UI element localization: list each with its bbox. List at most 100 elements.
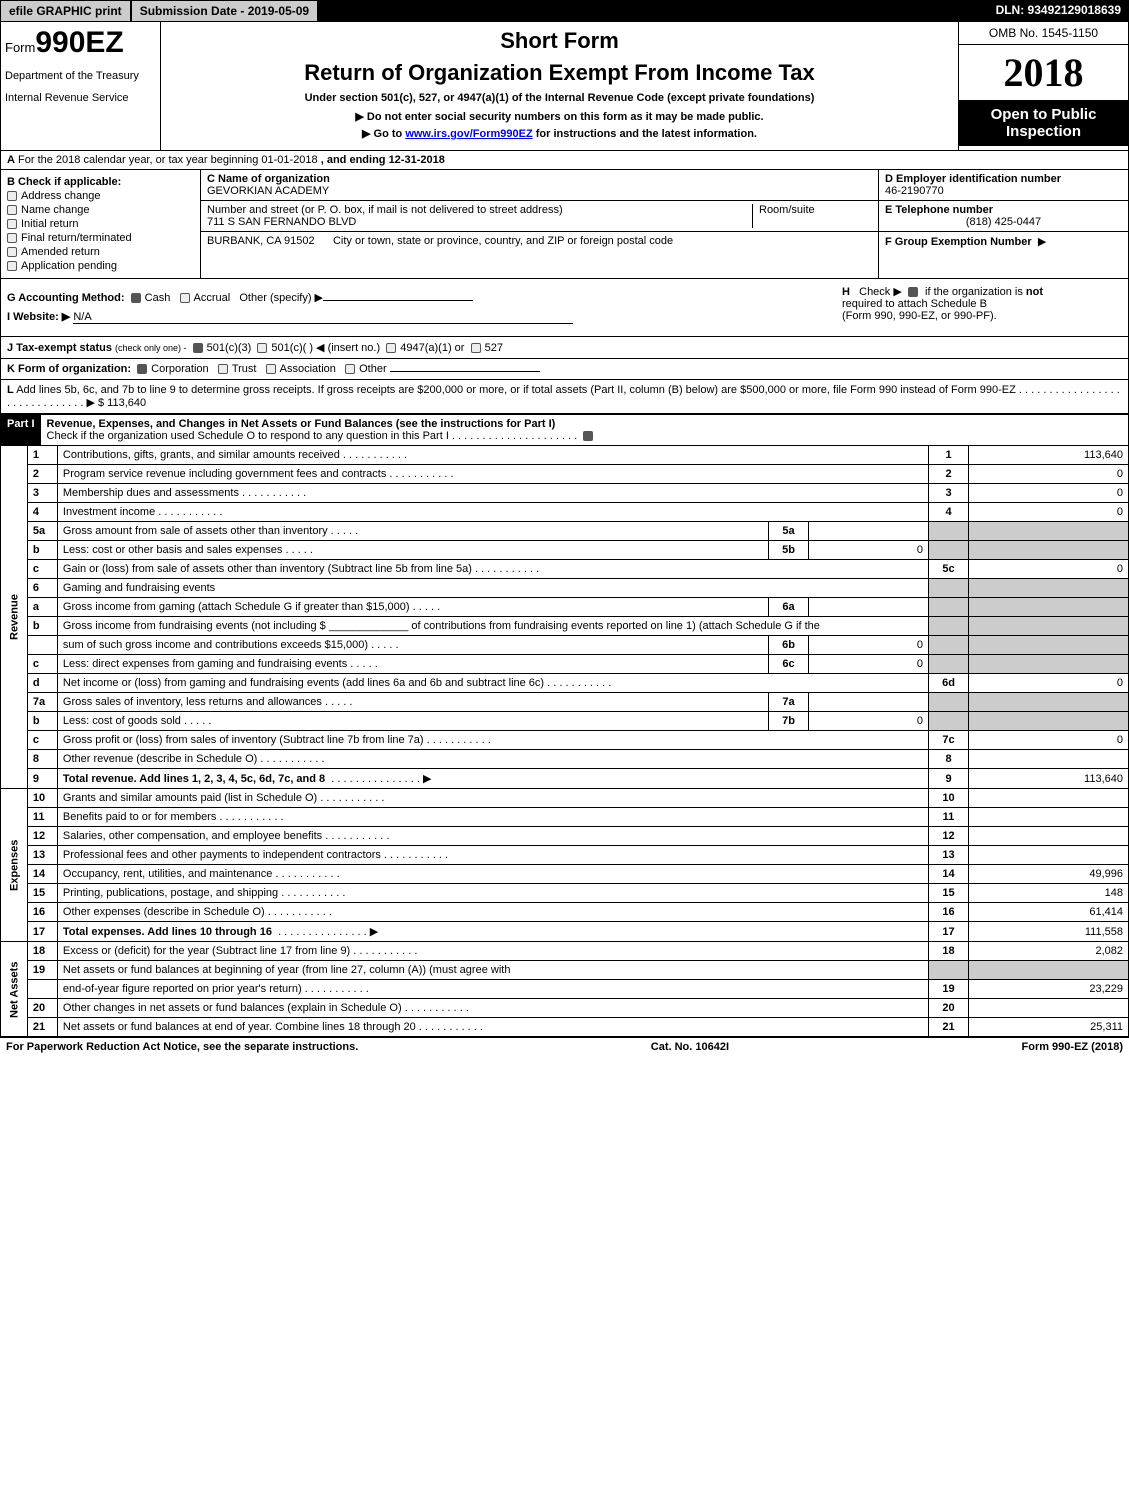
line-a-ending: , and ending 12-31-2018	[321, 154, 445, 166]
amount-col: 2,082	[969, 942, 1129, 961]
chk-name-change[interactable]: Name change	[7, 204, 194, 216]
line-number: 9	[27, 769, 57, 789]
efile-print-button[interactable]: efile GRAPHIC print	[0, 0, 131, 22]
checkbox-icon[interactable]	[257, 343, 267, 353]
line-desc: Investment income . . . . . . . . . . .	[57, 503, 928, 522]
checkbox-icon[interactable]	[345, 364, 355, 374]
table-row: 9Total revenue. Add lines 1, 2, 3, 4, 5c…	[1, 769, 1129, 789]
line-desc: Gross sales of inventory, less returns a…	[57, 693, 768, 712]
line-number: 13	[27, 846, 57, 865]
table-row: 14Occupancy, rent, utilities, and mainte…	[1, 865, 1129, 884]
part-1-title: Revenue, Expenses, and Changes in Net As…	[47, 418, 556, 430]
ref-col	[929, 636, 969, 655]
k-other-input[interactable]	[390, 371, 540, 372]
table-row: 17Total expenses. Add lines 10 through 1…	[1, 922, 1129, 942]
line-a: A For the 2018 calendar year, or tax yea…	[0, 151, 1129, 170]
amount-col: 0	[969, 674, 1129, 693]
table-row: 13Professional fees and other payments t…	[1, 846, 1129, 865]
line-number: b	[27, 617, 57, 636]
h-label: H	[842, 286, 850, 298]
table-row: bLess: cost of goods sold . . . . .7b0	[1, 712, 1129, 731]
ref-col: 20	[929, 999, 969, 1018]
part-1-label: Part I	[1, 415, 41, 445]
mid-amount	[809, 693, 929, 712]
table-row: aGross income from gaming (attach Schedu…	[1, 598, 1129, 617]
ref-col: 3	[929, 484, 969, 503]
l-amount: ▶ $ 113,640	[86, 397, 146, 409]
chk-initial-return[interactable]: Initial return	[7, 218, 194, 230]
d-label: D Employer identification number	[885, 173, 1061, 185]
amount-col	[969, 999, 1129, 1018]
g-other-input[interactable]	[323, 300, 473, 301]
line-desc: sum of such gross income and contributio…	[57, 636, 768, 655]
line-desc: Benefits paid to or for members . . . . …	[57, 808, 928, 827]
checkbox-icon	[7, 219, 17, 229]
line-desc: Grants and similar amounts paid (list in…	[57, 789, 928, 808]
line-desc: Professional fees and other payments to …	[57, 846, 928, 865]
table-row: dNet income or (loss) from gaming and fu…	[1, 674, 1129, 693]
footer-right: Form 990-EZ (2018)	[1022, 1041, 1123, 1053]
table-row: 19Net assets or fund balances at beginni…	[1, 961, 1129, 980]
k-opt3: Association	[280, 363, 336, 375]
line-desc: Total expenses. Add lines 10 through 16 …	[57, 922, 928, 942]
line-number: 19	[27, 961, 57, 980]
line-number: 10	[27, 789, 57, 808]
form-number: Form990EZ	[5, 26, 156, 60]
mid-amount: 0	[809, 541, 929, 560]
line-desc: Net assets or fund balances at beginning…	[57, 961, 928, 980]
city-label: City or town, state or province, country…	[333, 235, 673, 247]
line-number: 14	[27, 865, 57, 884]
checkbox-icon[interactable]	[583, 431, 593, 441]
omb-number: OMB No. 1545-1150	[959, 22, 1128, 45]
h-text1: if the organization is	[925, 286, 1026, 298]
chk-address-change[interactable]: Address change	[7, 190, 194, 202]
j-opt3: 4947(a)(1) or	[400, 342, 464, 354]
table-row: cGross profit or (loss) from sales of in…	[1, 731, 1129, 750]
checkbox-icon[interactable]	[131, 293, 141, 303]
table-row: bLess: cost or other basis and sales exp…	[1, 541, 1129, 560]
checkbox-icon[interactable]	[266, 364, 276, 374]
amount-col	[969, 712, 1129, 731]
checkbox-icon[interactable]	[386, 343, 396, 353]
phone-block: E Telephone number (818) 425-0447	[879, 201, 1128, 232]
checkbox-icon[interactable]	[218, 364, 228, 374]
city-block: BURBANK, CA 91502 City or town, state or…	[201, 232, 878, 250]
h-text3: (Form 990, 990-EZ, or 990-PF).	[842, 310, 997, 322]
line-number: 3	[27, 484, 57, 503]
amount-col: 113,640	[969, 446, 1129, 465]
form-no-big: 990EZ	[35, 26, 123, 59]
chk-application-pending[interactable]: Application pending	[7, 260, 194, 272]
amount-col	[969, 827, 1129, 846]
line-desc: Gross profit or (loss) from sales of inv…	[57, 731, 928, 750]
f-label: F Group Exemption Number	[885, 236, 1032, 248]
amount-col	[969, 522, 1129, 541]
table-row: 3Membership dues and assessments . . . .…	[1, 484, 1129, 503]
irs-link[interactable]: www.irs.gov/Form990EZ	[405, 128, 532, 140]
instr-line-2: ▶ Go to www.irs.gov/Form990EZ for instru…	[171, 127, 948, 140]
footer: For Paperwork Reduction Act Notice, see …	[0, 1037, 1129, 1056]
open-public-2: Inspection	[1006, 123, 1081, 140]
ref-col: 6d	[929, 674, 969, 693]
checkbox-icon[interactable]	[908, 287, 918, 297]
submission-date-button[interactable]: Submission Date - 2019-05-09	[131, 0, 318, 22]
phone-value: (818) 425-0447	[885, 216, 1122, 228]
table-row: 20Other changes in net assets or fund ba…	[1, 999, 1129, 1018]
amount-col	[969, 846, 1129, 865]
c-label: C Name of organization	[207, 173, 330, 185]
checkbox-icon[interactable]	[180, 293, 190, 303]
checkbox-icon[interactable]	[193, 343, 203, 353]
ref-col: 5c	[929, 560, 969, 579]
checkbox-icon[interactable]	[137, 364, 147, 374]
j-label: J Tax-exempt status	[7, 342, 112, 354]
line-desc: Occupancy, rent, utilities, and maintena…	[57, 865, 928, 884]
chk-label-5: Application pending	[21, 260, 117, 272]
line-number: 5a	[27, 522, 57, 541]
org-name: GEVORKIAN ACADEMY	[207, 185, 329, 197]
chk-final-return[interactable]: Final return/terminated	[7, 232, 194, 244]
room-suite: Room/suite	[752, 204, 872, 228]
checkbox-icon[interactable]	[471, 343, 481, 353]
ref-col: 10	[929, 789, 969, 808]
table-row: Revenue1Contributions, gifts, grants, an…	[1, 446, 1129, 465]
checkbox-icon	[7, 247, 17, 257]
chk-amended-return[interactable]: Amended return	[7, 246, 194, 258]
